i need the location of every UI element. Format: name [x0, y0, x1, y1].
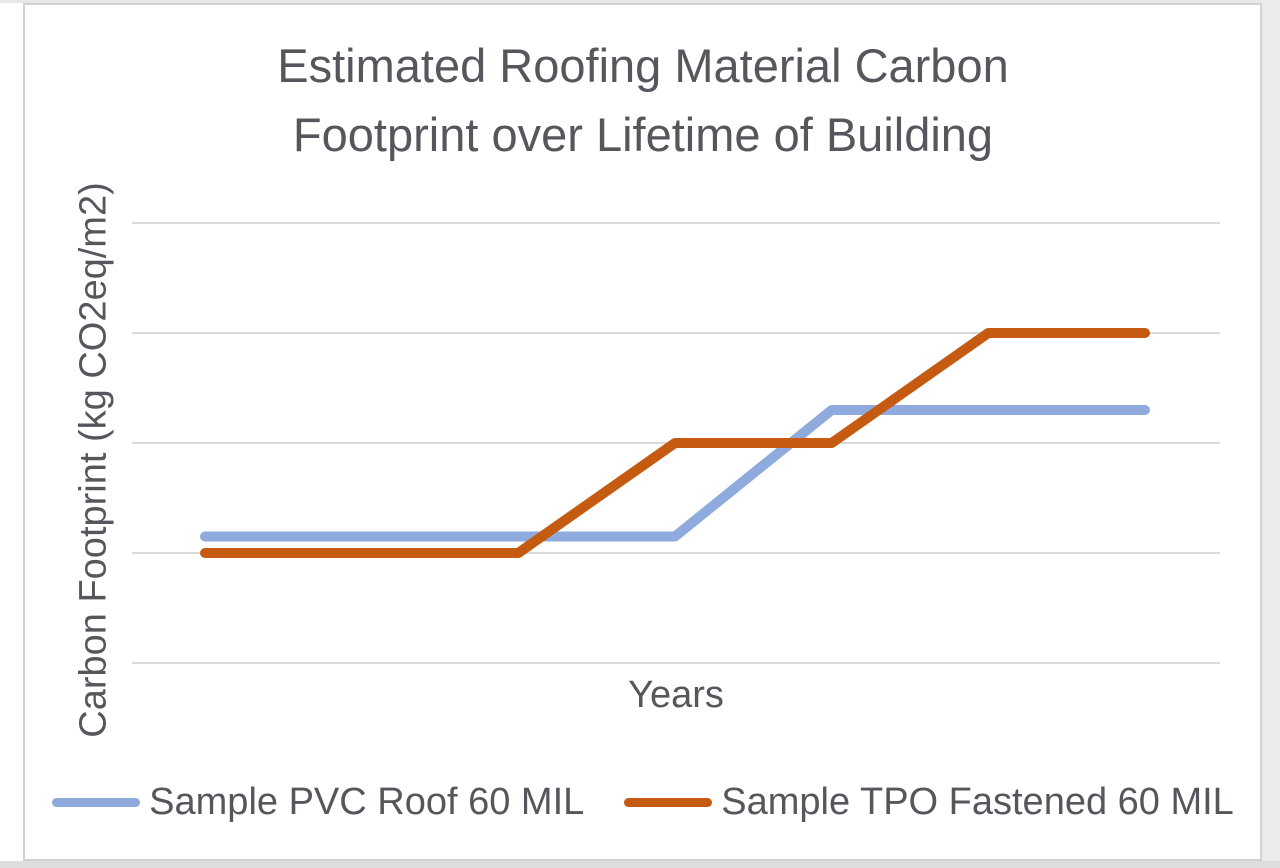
y-axis-label: Carbon Footprint (kg CO2eq/m2) [72, 182, 115, 738]
page-edge-top [0, 0, 1280, 3]
legend: Sample PVC Roof 60 MIL Sample TPO Fasten… [25, 781, 1261, 824]
chart-frame [23, 3, 1262, 861]
series-line [200, 405, 1150, 542]
page-edge-bottom [0, 861, 1280, 868]
legend-item-tpo: Sample TPO Fastened 60 MIL [624, 781, 1234, 824]
legend-swatch [52, 798, 141, 807]
chart-title: Estimated Roofing Material Carbon Footpr… [25, 31, 1261, 169]
legend-label: Sample PVC Roof 60 MIL [149, 781, 585, 823]
legend-label: Sample TPO Fastened 60 MIL [721, 781, 1234, 823]
page-edge-right [1262, 0, 1280, 868]
series-line [200, 328, 1150, 558]
legend-item-pvc: Sample PVC Roof 60 MIL [52, 781, 584, 824]
chart-title-line-1: Estimated Roofing Material Carbon [277, 39, 1009, 92]
legend-swatch [624, 798, 713, 807]
chart-title-line-2: Footprint over Lifetime of Building [292, 108, 994, 161]
x-axis-label: Years [628, 674, 724, 716]
